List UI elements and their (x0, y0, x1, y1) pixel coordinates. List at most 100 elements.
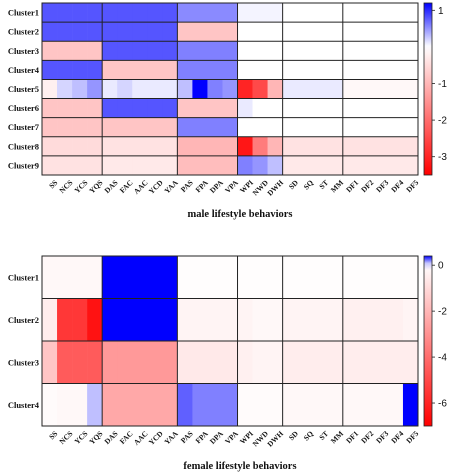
male-row-label: Cluster9 (8, 160, 39, 170)
female-cell-r2-df1 (342, 298, 359, 342)
female-cell-r2-ycs (72, 298, 88, 342)
male-cell-r9-yqs (87, 155, 103, 176)
male-cell-r8-df1 (342, 136, 359, 157)
male-cell-r1-wpi (237, 3, 253, 23)
male-cell-r9-sd (282, 155, 298, 176)
male-cell-r8-sq (297, 136, 314, 157)
female-cell-r1-df1 (342, 256, 359, 299)
female-column-label: DF4 (389, 429, 405, 445)
male-cell-r1-pas (177, 3, 193, 23)
female-cell-r2-yaa (162, 298, 178, 342)
male-cell-r4-vpa (222, 60, 238, 80)
male-cell-r3-mm (327, 41, 344, 61)
male-cell-r6-dpa (207, 98, 223, 118)
female-colorbar-tick-label: 0 (438, 261, 444, 272)
female-cell-r3-pas (177, 341, 193, 384)
male-cell-r3-st (312, 41, 329, 61)
male-cell-r9-ss (42, 155, 58, 176)
female-cell-r4-fac (117, 383, 133, 427)
male-cell-r5-wpi (237, 79, 253, 99)
male-cell-r3-sd (282, 41, 298, 61)
female-cell-r3-aac (132, 341, 148, 384)
male-cell-r7-vpa (222, 117, 238, 138)
male-cell-r7-df3 (372, 117, 389, 138)
male-cell-r7-aac (132, 117, 148, 138)
male-cell-r4-ycs (72, 60, 88, 80)
male-cell-r3-ycs (72, 41, 88, 61)
male-cell-r2-pas (177, 22, 193, 42)
male-cell-r8-aac (132, 136, 148, 157)
male-cell-r1-sq (297, 3, 314, 23)
male-cell-r5-fpa (192, 79, 208, 99)
male-cell-r8-yaa (162, 136, 178, 157)
male-cell-r3-df2 (357, 41, 374, 61)
male-cell-r5-sd (282, 79, 298, 99)
female-cell-r3-sd (282, 341, 298, 384)
female-column-label: DF5 (404, 429, 420, 445)
male-cell-r6-das (102, 98, 118, 118)
female-cell-r4-das (102, 383, 118, 427)
male-cell-r7-ss (42, 117, 58, 138)
female-cell-r3-df4 (387, 341, 404, 384)
female-cell-r1-fac (117, 256, 133, 299)
female-cell-r1-das (102, 256, 118, 299)
male-column-label: VPA (223, 178, 240, 195)
male-cell-r9-df3 (372, 155, 389, 176)
female-cell-r2-fpa (192, 298, 208, 342)
male-cell-r2-aac (132, 22, 148, 42)
male-column-label: YAA (162, 178, 180, 196)
male-cell-r5-yaa (162, 79, 178, 99)
male-cell-r5-das (102, 79, 118, 99)
male-colorbar-tick-label: -2 (438, 116, 447, 127)
female-cell-r4-dwh (267, 383, 283, 427)
female-column-label: YAA (162, 429, 180, 447)
female-cell-r2-df2 (357, 298, 374, 342)
male-colorbar (423, 2, 433, 176)
male-cell-r7-dwh (267, 117, 283, 138)
male-cell-r5-pas (177, 79, 193, 99)
female-cell-r4-aac (132, 383, 148, 427)
male-cell-r9-df5 (402, 155, 419, 176)
female-xlabel: female lifestyle behaviors (183, 461, 296, 472)
male-row-label: Cluster6 (8, 103, 39, 113)
male-column-label: AAC (132, 178, 150, 196)
female-cell-r2-df5 (402, 298, 419, 342)
female-cell-r4-yqs (87, 383, 103, 427)
male-cell-r9-yaa (162, 155, 178, 176)
male-cell-r2-mm (327, 22, 344, 42)
female-cell-r2-sq (297, 298, 314, 342)
female-cell-r3-df3 (372, 341, 389, 384)
female-cell-r2-dpa (207, 298, 223, 342)
male-cell-r6-df1 (342, 98, 359, 118)
male-cell-r2-df1 (342, 22, 359, 42)
male-cell-r7-st (312, 117, 329, 138)
male-cell-r7-wpi (237, 117, 253, 138)
male-cell-r8-sd (282, 136, 298, 157)
male-cell-r3-dpa (207, 41, 223, 61)
female-column-label: YQS (87, 429, 104, 446)
male-cell-r4-dwh (267, 60, 283, 80)
female-cell-r1-df3 (372, 256, 389, 299)
male-cell-r6-pas (177, 98, 193, 118)
female-cell-r2-ncs (57, 298, 73, 342)
male-cell-r4-das (102, 60, 118, 80)
female-column-label: DPA (208, 429, 225, 446)
female-cell-r1-sd (282, 256, 298, 299)
male-cell-r7-df4 (387, 117, 404, 138)
male-cell-r1-yqs (87, 3, 103, 23)
male-cell-r2-ycd (147, 22, 163, 42)
male-cell-r7-df5 (402, 117, 419, 138)
male-cell-r9-mm (327, 155, 344, 176)
male-cell-r1-mm (327, 3, 344, 23)
male-cell-r7-yqs (87, 117, 103, 138)
female-cell-r3-vpa (222, 341, 238, 384)
male-column-label: YQS (87, 178, 104, 195)
male-cell-r6-ycd (147, 98, 163, 118)
female-cell-r3-mm (327, 341, 344, 384)
female-cell-r2-yqs (87, 298, 103, 342)
male-column-label: PAS (179, 178, 195, 194)
male-cell-r6-df4 (387, 98, 404, 118)
male-cell-r6-wpi (237, 98, 253, 118)
female-cell-r3-df2 (357, 341, 374, 384)
female-row-label: Cluster2 (8, 315, 39, 325)
